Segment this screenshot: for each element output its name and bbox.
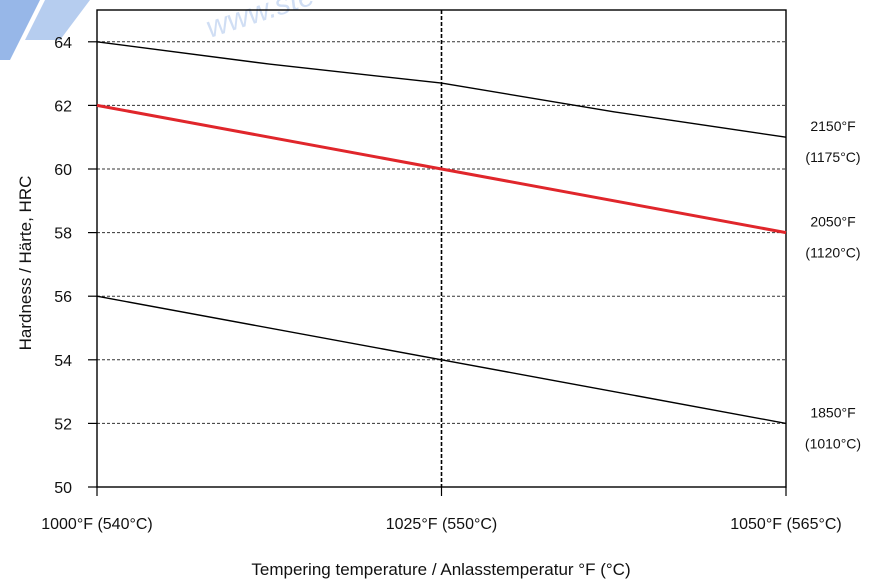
y-tick-label: 50 (54, 480, 72, 497)
watermark-text: www.ste (202, 0, 318, 45)
watermark-logo-left (0, 0, 40, 60)
y-tick-label: 56 (54, 289, 72, 306)
series-label: 1850°F (810, 404, 855, 420)
x-tick-label: 1025°F (550°C) (386, 516, 498, 533)
y-tick-label: 64 (54, 35, 72, 52)
watermark-logo-mid (25, 0, 90, 40)
y-tick-label: 58 (54, 226, 72, 243)
y-tick-label: 54 (54, 353, 72, 370)
series-line (96, 41, 787, 138)
x-tick-label: 1000°F (540°C) (41, 516, 153, 533)
series-label: 2150°F (810, 118, 855, 134)
series (96, 41, 787, 425)
y-tick-label: 52 (54, 416, 72, 433)
x-axis-title: Tempering temperature / Anlasstemperatur… (251, 560, 630, 579)
x-tick-label: 1050°F (565°C) (730, 516, 842, 533)
series-label: (1175°C) (805, 149, 860, 165)
labels: 2150°F (1175°C) 2050°F (1120°C) 1850°F (1010°… (805, 118, 861, 451)
series-label: (1120°C) (805, 245, 860, 261)
series-label: (1010°C) (805, 435, 861, 451)
series-line (96, 103, 787, 235)
y-tick-label: 60 (54, 162, 72, 179)
axes: 50 52 54 56 58 60 62 64 1000°F (540°C) 1025°F (55… (41, 9, 842, 533)
y-tick-label: 62 (54, 98, 72, 115)
watermark: www.ste (0, 0, 318, 60)
y-axis-title: Hardness / Härte, HRC (16, 176, 35, 351)
grid (97, 10, 786, 487)
series-label: 2050°F (810, 214, 855, 230)
series-line (96, 295, 787, 425)
